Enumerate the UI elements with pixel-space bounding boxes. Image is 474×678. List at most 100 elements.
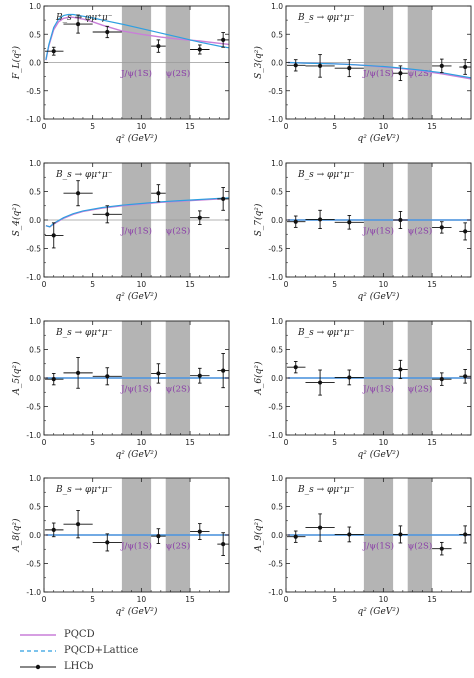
legend: PQCD PQCD+Lattice LHCb — [18, 622, 218, 678]
x-tick-label: 15 — [427, 595, 437, 604]
x-tick-label: 0 — [284, 280, 289, 289]
y-tick-label: -1.0 — [268, 115, 283, 124]
lhcb-marker — [398, 532, 403, 537]
panel-A8: J/ψ(1S) ψ(2S) -1.0 -0.5 0.0 0.5 1.0 0 5 10 15 q² (G… — [11, 474, 230, 617]
legend-item-pqcd: PQCD — [18, 628, 218, 642]
lattice-curve — [45, 13, 230, 60]
x-tick-label: 0 — [284, 122, 289, 131]
x-tick-label: 15 — [427, 438, 437, 447]
lhcb-point — [432, 541, 452, 556]
pqcd-curve — [45, 16, 230, 61]
x-tick-label: 0 — [42, 280, 47, 289]
lhcb-marker — [197, 373, 202, 378]
y-axis-label: S_3(q²) — [253, 46, 264, 79]
y-axis-label: A_9(q²) — [253, 518, 264, 553]
lhcb-point — [393, 210, 408, 230]
x-tick-label: 5 — [90, 595, 95, 604]
x-tick-label: 10 — [137, 438, 147, 447]
lhcb-point — [305, 209, 335, 230]
lhcb-marker — [317, 63, 323, 68]
x-tick-label: 15 — [185, 595, 195, 604]
x-axis-label: q² (GeV²) — [358, 606, 400, 617]
lhcb-marker — [221, 368, 226, 373]
y-tick-label: 0.0 — [271, 531, 283, 540]
lhcb-point — [286, 361, 306, 374]
panel-S4: J/ψ(1S) ψ(2S) -1.0 -0.5 0.0 0.5 1.0 0 5 10 15 q² (G… — [11, 159, 230, 302]
x-axis-label: q² (GeV²) — [116, 291, 158, 302]
lhcb-marker — [75, 191, 81, 196]
lhcb-marker — [347, 532, 352, 537]
band-label: ψ(2S) — [166, 68, 191, 79]
y-tick-label: 1.0 — [29, 317, 41, 326]
lhcb-marker — [317, 380, 323, 385]
lhcb-point — [63, 14, 93, 34]
y-axis-label: A_6(q²) — [253, 361, 264, 396]
y-tick-label: 0.0 — [271, 216, 283, 225]
x-tick-label: 0 — [42, 595, 47, 604]
x-tick-label: 15 — [427, 280, 437, 289]
lhcb-marker — [293, 219, 298, 224]
y-tick-label: -1.0 — [26, 431, 41, 440]
lhcb-marker — [197, 47, 202, 52]
lhcb-marker — [398, 367, 403, 372]
band-label: J/ψ(1S) — [120, 226, 152, 237]
lhcb-marker — [347, 375, 352, 380]
x-tick-label: 10 — [137, 122, 147, 131]
lhcb-marker — [293, 63, 298, 68]
lhcb-marker — [75, 21, 81, 27]
lhcb-point — [190, 44, 210, 55]
x-tick-label: 5 — [332, 280, 337, 289]
lhcb-marker — [156, 44, 161, 49]
x-tick-label: 5 — [90, 438, 95, 447]
y-tick-label: 0.5 — [29, 30, 41, 39]
y-tick-label: 0.5 — [271, 188, 283, 197]
lhcb-marker — [463, 374, 468, 379]
panel-title: B_s → φμ⁺μ⁻ — [297, 328, 355, 338]
y-tick-label: -0.5 — [268, 87, 283, 96]
y-tick-label: 1.0 — [29, 2, 41, 11]
x-axis-label: q² (GeV²) — [116, 606, 158, 617]
lhcb-point — [44, 46, 64, 56]
y-tick-label: -1.0 — [268, 431, 283, 440]
y-tick-label: -1.0 — [26, 273, 41, 282]
lhcb-marker — [439, 63, 444, 68]
legend-swatch-lhcb — [20, 664, 56, 670]
x-tick-label: 0 — [284, 595, 289, 604]
y-tick-label: 0.0 — [29, 59, 41, 68]
legend-label-lhcb: LHCb — [64, 661, 94, 672]
x-axis-label: q² (GeV²) — [116, 449, 158, 460]
y-axis-label: S_4(q²) — [11, 203, 22, 236]
lhcb-marker — [156, 191, 161, 196]
lhcb-marker — [221, 196, 226, 202]
x-axis-label: q² (GeV²) — [358, 449, 400, 460]
band-label: J/ψ(1S) — [120, 541, 152, 552]
y-axis-label: A_5(q²) — [11, 361, 22, 396]
x-tick-label: 15 — [185, 122, 195, 131]
panel-S7: J/ψ(1S) ψ(2S) -1.0 -0.5 0.0 0.5 1.0 0 5 10 15 q² (G… — [253, 159, 472, 302]
x-tick-label: 10 — [137, 280, 147, 289]
lhcb-point — [459, 59, 471, 75]
lhcb-point — [286, 215, 306, 228]
x-tick-label: 5 — [332, 595, 337, 604]
panel-A6: J/ψ(1S) ψ(2S) -1.0 -0.5 0.0 0.5 1.0 0 5 10 15 q² (G… — [253, 317, 472, 460]
y-axis-label: A_8(q²) — [11, 518, 22, 553]
lhcb-point — [151, 528, 166, 544]
lhcb-point — [432, 372, 452, 386]
y-tick-label: 0.5 — [271, 30, 283, 39]
panel-title: B_s → φμ⁺μ⁻ — [55, 170, 113, 180]
y-tick-label: 0.0 — [271, 59, 283, 68]
y-tick-label: -1.0 — [26, 115, 41, 124]
lhcb-marker — [51, 49, 56, 54]
x-tick-label: 15 — [427, 122, 437, 131]
x-tick-label: 5 — [332, 438, 337, 447]
x-tick-label: 0 — [42, 122, 47, 131]
legend-swatch-lattice — [20, 650, 56, 652]
x-axis-label: q² (GeV²) — [358, 133, 400, 144]
lhcb-point — [92, 533, 122, 552]
band-label: ψ(2S) — [408, 68, 433, 79]
lhcb-point — [286, 530, 306, 543]
lattice-curve — [287, 61, 472, 79]
panel-A9: J/ψ(1S) ψ(2S) -1.0 -0.5 0.0 0.5 1.0 0 5 10 15 q² (G… — [253, 474, 472, 617]
legend-label-pqcd: PQCD — [64, 629, 95, 640]
y-tick-label: 0.0 — [29, 531, 41, 540]
